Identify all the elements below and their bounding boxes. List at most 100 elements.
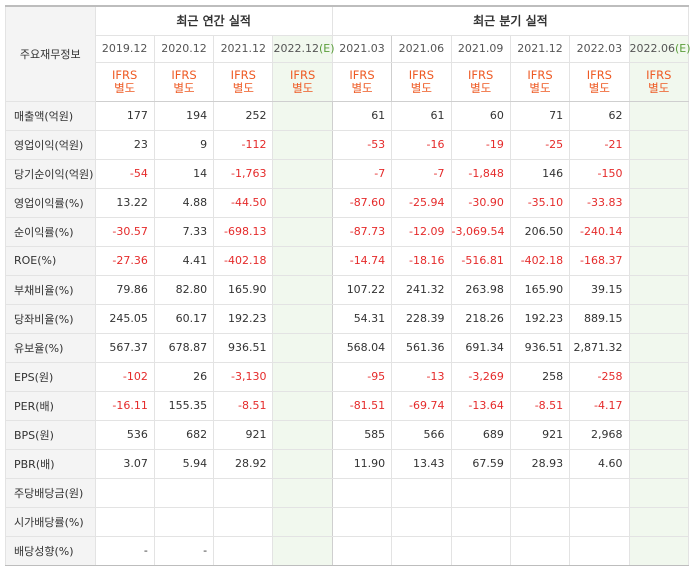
value-cell <box>272 477 333 508</box>
value-cell <box>628 303 689 334</box>
value-cell: 206.50 <box>509 216 571 247</box>
row-label: 매출액(억원) <box>5 100 96 131</box>
value-cell: 155.35 <box>153 390 215 421</box>
value-cell: 54.31 <box>331 303 393 334</box>
period-header: 2021.12 <box>509 34 571 63</box>
value-cell <box>450 535 511 566</box>
standard-line2: 별도 <box>529 80 551 95</box>
table-row: 유보율(%) 567.37 678.87 936.51 568.04 561.36 691.… <box>5 332 689 363</box>
period-label: 2020.12 <box>161 42 207 55</box>
value-cell <box>272 448 333 479</box>
value-cell: 79.86 <box>94 274 155 305</box>
table-row: ROE(%) -27.36 4.41 -402.18 -14.74 -18.16 -516.… <box>5 245 689 276</box>
value-cell: -16 <box>391 129 452 160</box>
row-label: 배당성향(%) <box>5 535 96 566</box>
value-cell <box>509 535 571 566</box>
accounting-standard: IFRS 별도 <box>628 61 689 102</box>
value-cell: -3,069.54 <box>450 216 511 247</box>
standard-line2: 별도 <box>292 80 314 95</box>
row-label: 부채비율(%) <box>5 274 96 305</box>
value-cell <box>628 187 689 218</box>
value-cell <box>628 216 689 247</box>
value-cell: -7 <box>391 158 452 189</box>
value-cell <box>272 158 333 189</box>
row-label: 순이익률(%) <box>5 216 96 247</box>
table-row: BPS(원) 536 682 921 585 566 689 921 2,968 <box>5 419 689 450</box>
value-cell: 2,871.32 <box>569 332 630 363</box>
value-cell <box>272 390 333 421</box>
row-label: 시가배당률(%) <box>5 506 96 537</box>
row-label: 영업이익(억원) <box>5 129 96 160</box>
value-cell <box>628 245 689 276</box>
table-row: 부채비율(%) 79.86 82.80 165.90 107.22 241.32 263.9… <box>5 274 689 305</box>
value-cell: -168.37 <box>569 245 630 276</box>
value-cell: -53 <box>331 129 393 160</box>
row-label: ROE(%) <box>5 245 96 276</box>
value-cell: 4.60 <box>569 448 630 479</box>
row-label: 당좌비율(%) <box>5 303 96 334</box>
value-cell: -3,130 <box>213 361 274 392</box>
value-cell: -402.18 <box>213 245 274 276</box>
value-cell <box>509 506 571 537</box>
value-cell: -30.57 <box>94 216 155 247</box>
value-cell <box>391 535 452 566</box>
value-cell: 566 <box>391 419 452 450</box>
standard-line1: IFRS <box>527 67 553 82</box>
value-cell: 23 <box>94 129 155 160</box>
estimate-mark: (E) <box>318 42 335 55</box>
standard-line1: IFRS <box>586 67 612 82</box>
value-cell <box>94 506 155 537</box>
value-cell: 263.98 <box>450 274 511 305</box>
annual-group-header: 최근 연간 실적 <box>94 5 333 36</box>
value-cell: -21 <box>569 129 630 160</box>
value-cell: -240.14 <box>569 216 630 247</box>
value-cell <box>628 448 689 479</box>
accounting-standard: IFRS 별도 <box>213 61 274 102</box>
period-label: 2022.06 <box>629 42 676 55</box>
value-cell: 146 <box>509 158 571 189</box>
value-cell: 39.15 <box>569 274 630 305</box>
table-row: 순이익률(%) -30.57 7.33 -698.13 -87.73 -12.09 -3,0… <box>5 216 689 247</box>
value-cell: 936.51 <box>509 332 571 363</box>
value-cell <box>628 158 689 189</box>
standard-line2: 별도 <box>588 80 610 95</box>
accounting-standard: IFRS 별도 <box>569 61 630 102</box>
table-row: EPS(원) -102 26 -3,130 -95 -13 -3,269 258 -258 <box>5 361 689 392</box>
value-cell <box>272 245 333 276</box>
standard-line2: 별도 <box>173 80 195 95</box>
estimate-mark: (E) <box>675 42 691 55</box>
value-cell <box>450 506 511 537</box>
accounting-standard: IFRS 별도 <box>153 61 215 102</box>
value-cell <box>391 506 452 537</box>
table-row: 영업이익(억원) 23 9 -112 -53 -16 -19 -25 -21 <box>5 129 689 160</box>
value-cell: 13.43 <box>391 448 452 479</box>
value-cell: 61 <box>391 100 452 131</box>
value-cell: 28.92 <box>213 448 274 479</box>
value-cell: 177 <box>94 100 155 131</box>
row-label: 당기순이익(억원) <box>5 158 96 189</box>
value-cell: 165.90 <box>509 274 571 305</box>
value-cell <box>272 187 333 218</box>
corner-label: 주요재무정보 <box>5 5 96 102</box>
value-cell: 60 <box>450 100 511 131</box>
value-cell: -25.94 <box>391 187 452 218</box>
standard-line2: 별도 <box>410 80 432 95</box>
value-cell <box>94 477 155 508</box>
value-cell: 678.87 <box>153 332 215 363</box>
period-label: 2021.09 <box>457 42 504 55</box>
value-cell: 218.26 <box>450 303 511 334</box>
value-cell: 245.05 <box>94 303 155 334</box>
value-cell: 194 <box>153 100 215 131</box>
value-cell: 61 <box>331 100 393 131</box>
value-cell: -112 <box>213 129 274 160</box>
period-header: 2021.06 <box>391 34 452 63</box>
value-cell <box>628 129 689 160</box>
value-cell <box>628 535 689 566</box>
value-cell <box>450 477 511 508</box>
value-cell: 2,968 <box>569 419 630 450</box>
value-cell: -4.17 <box>569 390 630 421</box>
value-cell: -87.73 <box>331 216 393 247</box>
value-cell: 228.39 <box>391 303 452 334</box>
period-header: 2021.12 <box>213 34 274 63</box>
